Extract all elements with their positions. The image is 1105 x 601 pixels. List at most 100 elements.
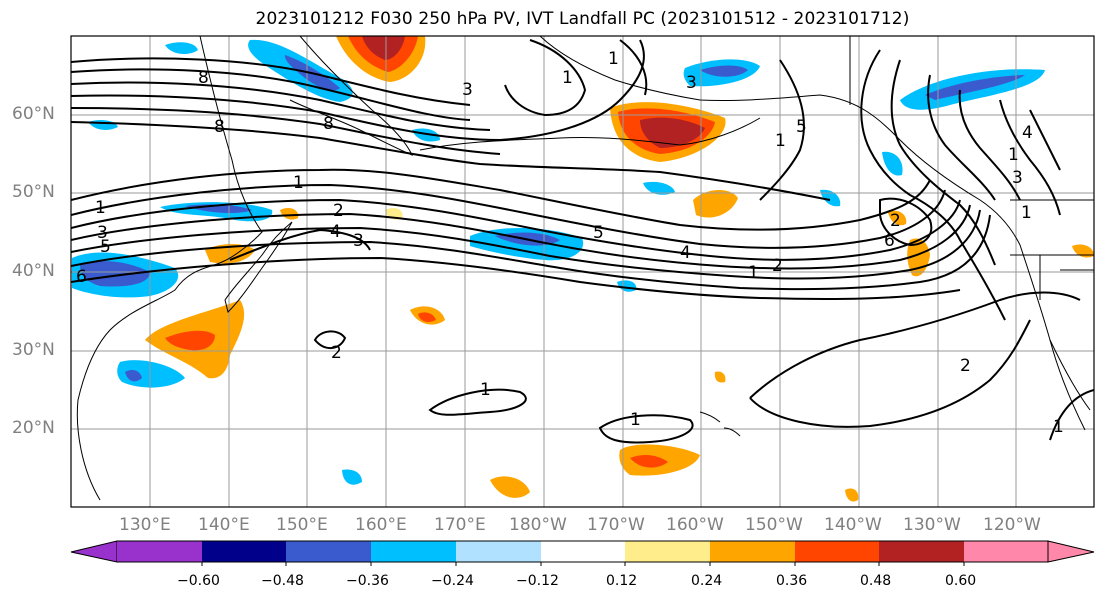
positive-anomaly-small-3 — [693, 189, 738, 218]
aleutian-islands — [419, 117, 761, 151]
alaska-coast — [539, 36, 1086, 431]
contour-label: 3 — [462, 80, 473, 100]
contour-line — [71, 121, 831, 201]
positive-anomaly-small-2 — [490, 476, 530, 498]
positive-anomaly-small-8 — [280, 207, 299, 220]
contour-line — [1049, 389, 1094, 441]
contour-line — [619, 39, 648, 96]
contour-label: 5 — [593, 223, 604, 243]
colorbar-segment — [371, 541, 456, 562]
contour-line — [71, 204, 971, 270]
negative-anomaly-subtropic-west-core — [125, 370, 142, 382]
lat-label: 40°N — [12, 261, 55, 281]
lon-label: 140°E — [198, 515, 250, 535]
contour-line — [428, 388, 527, 416]
kamchatka-coast — [289, 36, 413, 156]
contour-label: 4 — [330, 222, 341, 242]
contour-line — [71, 68, 471, 121]
contour-label: 6 — [76, 267, 87, 287]
contour-line — [71, 81, 491, 131]
negative-anomaly-small-5 — [342, 469, 362, 485]
positive-anomaly-small-5 — [1072, 244, 1094, 258]
negative-anomaly-gulf-alaska-core — [925, 75, 1025, 100]
contour-line — [958, 89, 1021, 201]
lon-label: 170°W — [587, 515, 645, 535]
lon-label: 180°W — [509, 515, 567, 535]
contour-label: 1 — [630, 410, 641, 430]
contour-label-group: 8 8 8 3 3 1 1 1 1 1 2 2 2 3 3 4 4 5 5 5 … — [76, 49, 1064, 437]
contour-label: 4 — [1022, 123, 1033, 143]
pv-shading — [72, 36, 1094, 502]
contour-label: 1 — [1053, 417, 1064, 437]
negative-anomaly-small-4 — [643, 181, 675, 195]
positive-anomaly-aleutian-core — [640, 117, 705, 148]
contour-label: 1 — [293, 173, 304, 193]
contour-label: 8 — [323, 114, 334, 134]
contour-line — [749, 291, 1081, 399]
map-title: 2023101212 F030 250 hPa PV, IVT Landfall… — [255, 9, 910, 29]
negative-anomaly-small-2 — [88, 119, 118, 130]
contour-line — [71, 107, 501, 155]
ivt-contours — [71, 39, 1094, 444]
colorbar-segment — [710, 541, 795, 562]
lon-label: 150°E — [276, 515, 328, 535]
contour-line — [860, 49, 1006, 321]
contour-label: 1 — [1008, 145, 1019, 165]
positive-anomaly-okhotsk-core — [362, 36, 405, 60]
positive-anomaly-small-1-core — [418, 312, 436, 322]
contour-label: 2 — [333, 201, 344, 221]
contour-label: 8 — [214, 117, 225, 137]
positive-anomaly-small-6 — [845, 488, 859, 502]
contour-line — [71, 39, 645, 142]
contour-line — [71, 209, 981, 280]
contour-label: 2 — [772, 256, 783, 276]
positive-anomaly-small-9 — [714, 371, 726, 383]
contour-label: 4 — [680, 243, 691, 263]
map-frame — [70, 35, 1095, 508]
contour-line — [879, 197, 933, 247]
contour-label: 1 — [748, 263, 759, 283]
contour-label: 3 — [97, 223, 108, 243]
lat-label: 30°N — [12, 340, 55, 360]
contour-line — [759, 59, 805, 201]
contour-label: 5 — [100, 237, 111, 257]
colorbar-tick-label: 0.48 — [860, 573, 892, 589]
colorbar-segment — [964, 541, 1048, 562]
contour-label: 1 — [562, 68, 573, 88]
lon-label: 160°W — [666, 515, 724, 535]
positive-anomaly-hawaii-north-core — [630, 455, 668, 468]
contour-line — [313, 330, 347, 349]
contour-label: 3 — [353, 231, 364, 251]
colorbar-tick-label: 0.36 — [776, 573, 808, 589]
lon-label: 130°W — [903, 515, 961, 535]
colorbar-tick-label: 0.12 — [606, 573, 638, 589]
contour-label: 1 — [775, 131, 786, 151]
contour-line — [71, 214, 991, 291]
colorbar-segment — [286, 541, 371, 562]
contour-line — [1029, 109, 1061, 171]
lon-label: 150°W — [745, 515, 803, 535]
contour-label: 3 — [1012, 168, 1023, 188]
lon-label: 160°E — [355, 515, 407, 535]
contour-label: 6 — [884, 231, 895, 251]
contour-label: 2 — [960, 356, 971, 376]
contour-label: 8 — [198, 68, 209, 88]
negative-anomaly-bc — [882, 151, 903, 176]
colorbar-segment — [456, 541, 541, 562]
contour-line — [504, 39, 587, 117]
contour-line — [71, 198, 961, 261]
lat-label: 60°N — [12, 104, 55, 124]
contour-line — [749, 319, 1031, 428]
negative-anomaly-small-6 — [412, 128, 440, 142]
contour-line — [71, 183, 946, 249]
contour-label: 2 — [890, 211, 901, 231]
colorbar-extend-high — [1047, 540, 1095, 563]
contour-line — [598, 414, 694, 444]
colorbar-tick-label: −0.24 — [431, 573, 474, 589]
negative-anomaly-bering-core — [700, 65, 748, 77]
positive-anomaly-japan-south-core — [165, 330, 215, 351]
colorbar-segment — [202, 541, 286, 562]
negative-anomaly-east-asia-core — [80, 261, 150, 287]
colorbar-segment — [879, 541, 964, 562]
